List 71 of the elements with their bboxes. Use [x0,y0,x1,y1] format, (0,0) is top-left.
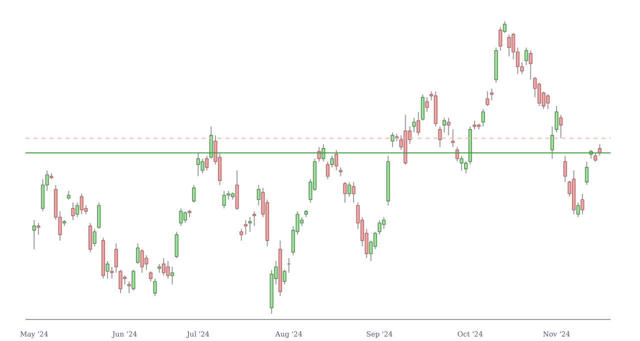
candlestick [326,161,330,180]
candlestick [252,210,256,226]
candlestick [240,228,244,242]
candlestick [235,170,239,210]
candlestick [343,182,347,204]
candlestick [174,231,178,259]
candlestick [32,220,36,250]
candlestick [576,202,580,218]
candlestick [76,202,80,218]
candlestick [524,47,528,66]
candlestick [490,88,494,101]
candlestick [412,117,416,133]
candlestick [481,108,485,128]
candlestick [244,220,248,236]
candlestick [136,242,140,264]
candlestick [498,26,502,52]
candlestick [127,280,131,294]
candlestick [334,149,338,171]
candlestick [222,190,226,209]
candlestick [71,202,75,221]
candlestick [559,114,563,139]
candlestick [110,266,114,280]
candlestick [40,178,45,212]
candlestick [507,34,511,57]
candlestick [140,248,144,274]
candlestick [425,96,429,112]
candlestick [502,20,507,34]
candlestick [248,216,252,232]
candlestick [352,182,356,204]
candlestick [170,266,174,285]
candlestick [584,161,589,186]
candlestick [118,269,122,294]
candlestick [537,82,542,107]
candlestick [528,50,532,80]
candlestick [88,222,92,253]
candlestick [192,184,196,204]
candlestick [420,94,424,122]
candlestick [460,155,464,171]
candlestick [348,182,352,198]
candlestick [378,220,382,236]
candlestick [438,126,442,148]
candlestick [486,90,490,107]
candlestick [550,126,554,160]
candlestick [330,155,334,168]
candlestick [97,202,101,230]
candlestick [179,208,183,226]
candlestick [546,94,550,110]
candlestick [580,193,584,215]
candlestick [92,228,96,247]
candlestick [80,193,84,215]
candlestick [144,254,148,270]
candlestick [416,111,420,136]
candlestick [446,117,450,136]
candlestick [36,222,40,236]
candlestick [106,260,110,280]
candlestick [282,269,286,285]
candlestick [200,158,204,174]
candlestick [166,260,170,280]
candlestick [183,210,188,224]
candlestick [205,155,209,171]
candlestick [390,132,394,148]
candlestick [373,231,378,250]
candlestick [554,106,558,133]
candlestick [153,278,157,297]
candlestick [148,270,153,282]
candlestick [563,155,567,183]
candlestick [256,184,260,206]
candlestick [114,242,118,274]
candlestick [442,117,446,133]
candlestick [451,128,455,148]
candlestick [132,269,136,291]
